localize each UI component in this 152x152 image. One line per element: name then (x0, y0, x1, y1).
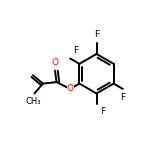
Text: F: F (73, 47, 79, 55)
Text: F: F (120, 93, 125, 102)
Text: CH₃: CH₃ (26, 97, 41, 106)
Text: O: O (52, 58, 59, 67)
Text: O: O (67, 84, 74, 93)
Text: F: F (100, 107, 105, 116)
Text: F: F (94, 30, 99, 39)
